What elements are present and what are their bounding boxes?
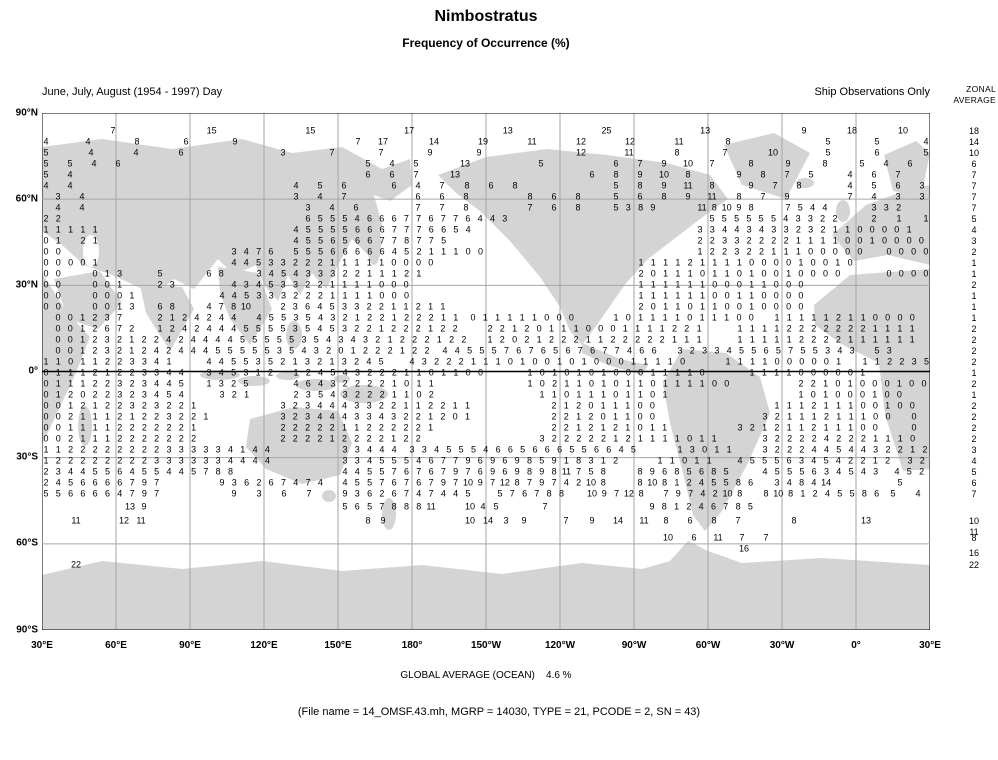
zonal-average-value: 2 — [971, 423, 977, 433]
zonal-average-value: 10 — [968, 516, 980, 526]
chart-title: Nimbostratus — [434, 8, 538, 25]
zonal-average-value: 22 — [968, 560, 980, 570]
zonal-average-value: 7 — [971, 170, 977, 180]
longitude-tick-label: 150°W — [470, 640, 502, 651]
world-map-svg — [42, 113, 930, 630]
grid-lines — [42, 113, 930, 630]
zonal-average-value: 5 — [971, 214, 977, 224]
zonal-average-value: 1 — [971, 302, 977, 312]
zonal-average-value: 2 — [971, 357, 977, 367]
file-info-label: (File name = 14_OMSF.43.mh, MGRP = 14030… — [297, 706, 701, 718]
zonal-header-line2: AVERAGE — [953, 95, 996, 105]
zonal-average-value: 2 — [971, 335, 977, 345]
longitude-tick-label: 120°W — [544, 640, 576, 651]
zonal-average-value: 7 — [971, 181, 977, 191]
zonal-average-value: 2 — [971, 379, 977, 389]
longitude-tick-label: 30°W — [769, 640, 795, 651]
zonal-average-value: 1 — [971, 368, 977, 378]
zonal-average-value: 5 — [971, 467, 977, 477]
latitude-tick-label: 60°N — [15, 193, 38, 205]
zonal-average-value: 3 — [971, 445, 977, 455]
latitude-tick-label: 30°S — [16, 451, 38, 463]
latitude-tick-label: 30°N — [15, 279, 38, 291]
zonal-average-value: 2 — [971, 324, 977, 334]
latitude-tick-label: 90°S — [16, 624, 38, 636]
zonal-average-value: 6 — [971, 159, 977, 169]
zonal-average-value: 1 — [971, 269, 977, 279]
longitude-tick-label: 30°E — [919, 640, 941, 651]
zonal-average-value: 1 — [971, 313, 977, 323]
zonal-header-line1: ZONAL — [966, 84, 996, 94]
longitude-tick-label: 90°E — [179, 640, 201, 651]
latitude-tick-label: 90°N — [15, 107, 38, 119]
zonal-average-value: 7 — [971, 203, 977, 213]
zonal-average-value: 2 — [971, 346, 977, 356]
longitude-tick-label: 90°W — [621, 640, 647, 651]
zonal-average-value: 2 — [971, 434, 977, 444]
zonal-average-value: 8 — [971, 533, 977, 543]
zonal-average-value: 4 — [971, 456, 977, 466]
longitude-tick-label: 120°E — [250, 640, 278, 651]
zonal-average-value: 1 — [971, 390, 977, 400]
zonal-average-value: 7 — [971, 192, 977, 202]
zonal-average-value: 10 — [968, 148, 980, 158]
zonal-average-value: 2 — [971, 247, 977, 257]
zonal-average-value: 7 — [971, 489, 977, 499]
zonal-average-value: 1 — [971, 291, 977, 301]
global-average-label: GLOBAL AVERAGE (OCEAN) 4.6 % — [400, 670, 572, 681]
longitude-tick-label: 150°E — [324, 640, 352, 651]
chart-subtitle: Frequency of Occurrence (%) — [402, 36, 570, 50]
zonal-average-value: 18 — [968, 126, 980, 136]
zonal-average-value: 2 — [971, 412, 977, 422]
longitude-tick-label: 60°E — [105, 640, 127, 651]
longitude-tick-label: 180° — [401, 640, 423, 651]
zonal-average-header: ZONAL AVERAGE — [953, 84, 996, 106]
zonal-average-value: 3 — [971, 236, 977, 246]
season-label: June, July, August (1954 - 1997) Day — [42, 86, 223, 98]
ship-observations-label: Ship Observations Only — [814, 86, 930, 98]
map-plot — [42, 113, 930, 630]
zonal-average-value: 2 — [971, 280, 977, 290]
latitude-tick-label: 0° — [28, 365, 38, 377]
zonal-average-value: 4 — [971, 225, 977, 235]
zonal-average-value: 14 — [968, 137, 980, 147]
zonal-average-value: 11 — [969, 527, 979, 537]
latitude-tick-label: 60°S — [16, 537, 38, 549]
longitude-tick-label: 60°W — [695, 640, 721, 651]
zonal-average-value: 6 — [971, 478, 977, 488]
zonal-average-value: 2 — [971, 401, 977, 411]
zonal-average-value: 16 — [968, 548, 980, 558]
longitude-tick-label: 30°E — [31, 640, 53, 651]
longitude-tick-label: 0° — [851, 640, 861, 651]
zonal-average-value: 1 — [971, 258, 977, 268]
